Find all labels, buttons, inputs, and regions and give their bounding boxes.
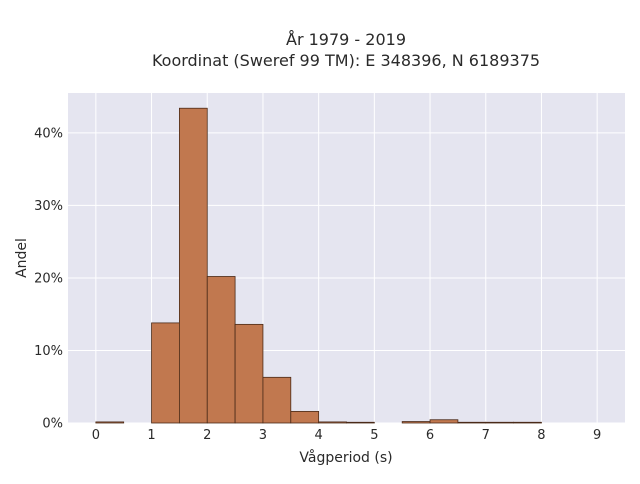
x-tick-label: 4 [315, 428, 323, 443]
histogram-bar [513, 421, 542, 424]
y-tick-labels: 0% 10% 20% 30% 40% [34, 126, 63, 431]
y-tick-label: 0% [42, 417, 63, 432]
bars [95, 107, 542, 424]
x-tick-label: 1 [147, 428, 155, 443]
chart-title-line2: Koordinat (Sweref 99 TM): E 348396, N 61… [152, 51, 540, 70]
histogram-bar [262, 376, 292, 424]
histogram-bar [318, 421, 347, 424]
x-tick-label: 5 [370, 428, 378, 443]
histogram-bar [290, 410, 320, 424]
x-tick-label: 8 [537, 428, 545, 443]
chart-title-line1: År 1979 - 2019 [286, 30, 406, 49]
x-tick-label: 2 [203, 428, 211, 443]
histogram-bar [429, 419, 459, 424]
histogram-bar [457, 421, 487, 424]
x-tick-label: 9 [593, 428, 601, 443]
x-tick-label: 7 [482, 428, 490, 443]
y-tick-label: 40% [34, 126, 63, 141]
x-tick-label: 6 [426, 428, 434, 443]
histogram-bar [485, 421, 515, 424]
histogram-bar [346, 421, 375, 424]
y-tick-label: 20% [34, 271, 63, 286]
x-axis-label: Vågperiod (s) [299, 449, 392, 466]
histogram-bar [178, 107, 208, 424]
y-tick-label: 30% [34, 199, 63, 214]
y-tick-label: 10% [34, 344, 63, 359]
x-tick-label: 0 [92, 428, 100, 443]
histogram-bar [234, 323, 264, 424]
histogram-bar [95, 421, 125, 424]
histogram-bar [206, 276, 236, 424]
histogram-bar [151, 322, 180, 424]
y-axis-label: Andel [14, 238, 30, 278]
histogram-bar [401, 421, 431, 424]
x-tick-labels: 0 1 2 3 4 5 6 7 8 9 [92, 428, 602, 443]
x-tick-label: 3 [259, 428, 267, 443]
